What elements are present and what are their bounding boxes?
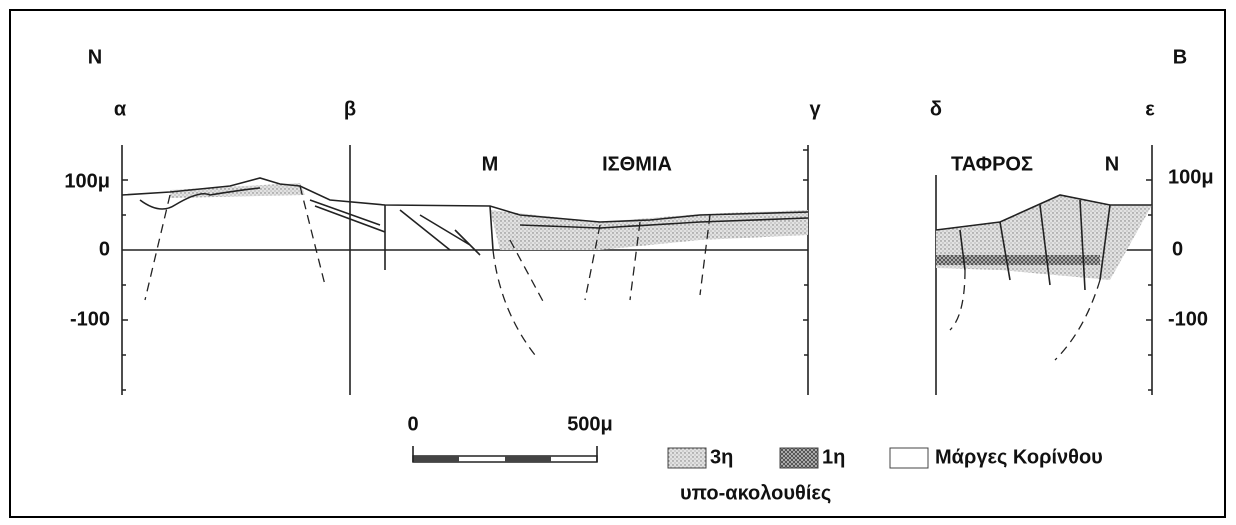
section-isthmia	[121, 177, 809, 356]
unit-1	[936, 255, 1100, 265]
axis-label: 100μ	[1168, 166, 1214, 188]
legend-label: 1η	[822, 446, 845, 468]
legend-label: Μάργες Κορίνθου	[935, 446, 1103, 468]
section-point: ε	[1145, 98, 1155, 120]
legend-caption: υπο-ακολουθίες	[680, 482, 831, 504]
inferred-faults	[949, 269, 1101, 361]
place-label: Μ	[482, 153, 499, 175]
contact	[139, 187, 261, 210]
orientation-label: Ν	[88, 46, 102, 68]
legend-swatch	[889, 447, 929, 469]
faults	[959, 199, 1111, 291]
axis-label: 0	[1172, 238, 1183, 260]
contact	[519, 217, 809, 229]
frame	[9, 9, 1226, 518]
place-label: ΙΣΘΜΙΑ	[602, 153, 672, 175]
scale-ends	[412, 446, 598, 462]
section-point: β	[344, 98, 356, 120]
scale-label: 0	[407, 413, 418, 435]
legend-label: 3η	[710, 446, 733, 468]
axes	[121, 145, 1153, 395]
surface	[935, 194, 1152, 231]
axis-label: -100	[70, 308, 110, 330]
inferred-faults	[144, 185, 711, 356]
section-point: α	[114, 98, 127, 120]
faults	[309, 199, 494, 270]
section-tafros	[935, 194, 1152, 361]
place-label: ΤΑΦΡΟΣ	[951, 153, 1033, 175]
place-label: Ν	[1105, 153, 1119, 175]
orientation-label: Β	[1173, 46, 1187, 68]
section-point: γ	[809, 98, 821, 120]
scale-label: 500μ	[567, 413, 613, 435]
scale-bar: 0 500μ	[407, 413, 613, 463]
legend-swatch	[667, 447, 707, 469]
axis-label: 0	[99, 238, 110, 260]
axis-label: -100	[1168, 308, 1208, 330]
axis-label: 100μ	[64, 170, 110, 192]
legend-swatch	[779, 447, 819, 469]
section-point: δ	[930, 98, 942, 120]
scale-fill	[413, 456, 551, 462]
surface	[121, 177, 809, 223]
legend: 3η 1η Μάργες Κορίνθου υπο-ακολουθίες	[667, 446, 1103, 504]
